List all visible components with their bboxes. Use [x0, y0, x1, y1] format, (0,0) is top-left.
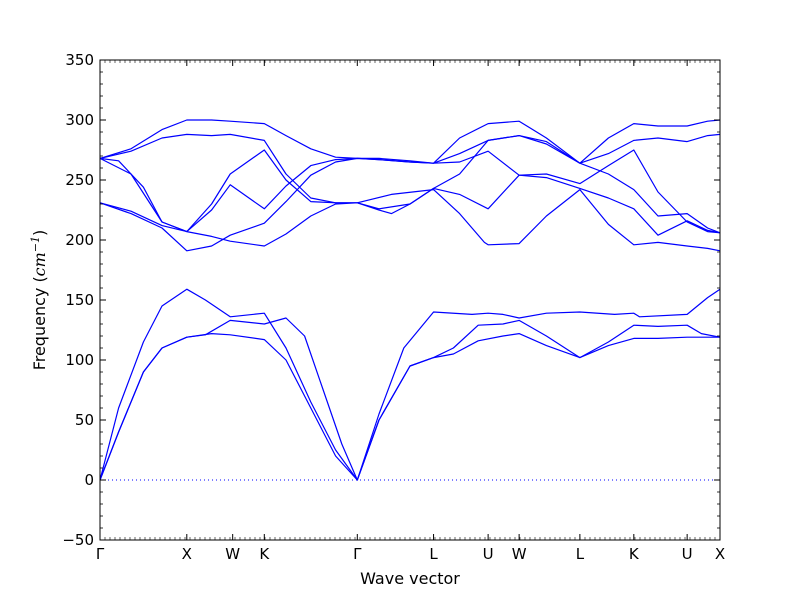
plot-frame: [99, 59, 721, 541]
x-tick-label: U: [682, 545, 693, 563]
x-tick-label: Γ: [353, 545, 362, 563]
y-axis-label-text: Frequency (: [30, 276, 49, 370]
y-tick-label: −50: [62, 531, 94, 549]
band-series-4: [99, 157, 721, 252]
y-tick-label: 300: [65, 111, 94, 129]
x-tick-label: X: [715, 545, 725, 563]
y-axis-label-close: ): [30, 230, 49, 236]
x-tick-label: K: [259, 545, 270, 563]
x-tick-label: K: [629, 545, 640, 563]
y-tick-label: 100: [65, 351, 94, 369]
band-series-9: [99, 119, 721, 164]
x-tick-label: L: [576, 545, 585, 563]
x-tick-label: Γ: [96, 545, 105, 563]
y-tick-label: 200: [65, 231, 94, 249]
y-tick-label: 250: [65, 171, 94, 189]
band-series-7: [99, 135, 721, 234]
band-series-8: [99, 133, 721, 215]
x-tick-label: W: [225, 545, 240, 563]
x-tick-label: U: [483, 545, 494, 563]
x-tick-label: W: [512, 545, 527, 563]
y-tick-label: 150: [65, 291, 94, 309]
series-layer: [99, 119, 721, 481]
x-axis-label: Wave vector: [360, 569, 460, 588]
y-tick-label: 50: [75, 411, 94, 429]
y-axis-label: Frequency (cm−1): [29, 230, 50, 371]
band-series-1: [99, 288, 721, 481]
y-axis-label-unit-exponent: −1: [29, 236, 42, 252]
y-tick-label: 350: [65, 51, 94, 69]
y-tick-labels: −50 0 50 100 150 200 250 300 350: [62, 51, 94, 549]
y-axis-label-unit: cm: [30, 252, 49, 276]
y-tick-label: 0: [84, 471, 94, 489]
band-series-3: [99, 333, 720, 481]
x-tick-label: X: [182, 545, 192, 563]
x-tick-label: L: [429, 545, 438, 563]
